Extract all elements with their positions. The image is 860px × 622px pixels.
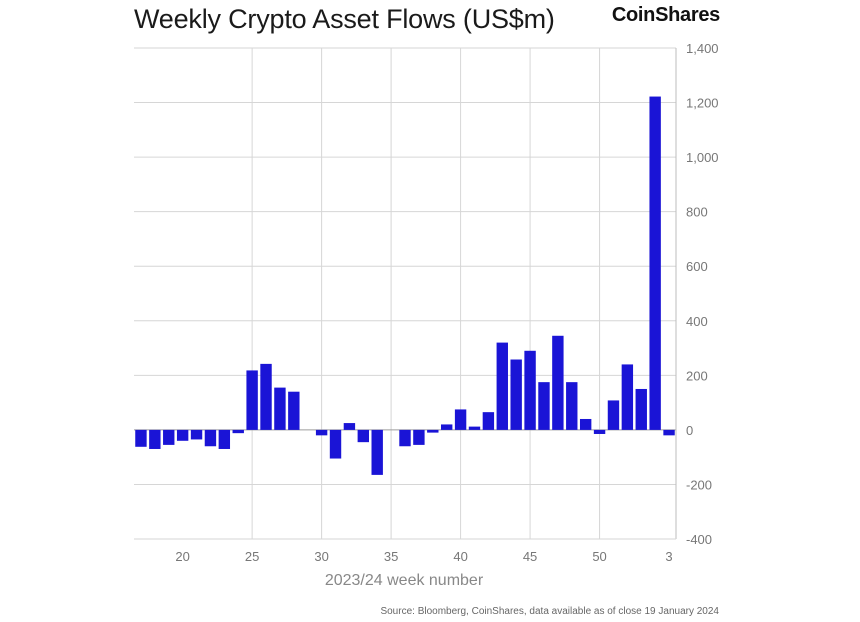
horizontal-gridlines <box>134 47 676 540</box>
bar-week-21 <box>190 429 203 440</box>
bar-week-47 <box>552 335 564 430</box>
x-tick-label: 45 <box>523 549 537 564</box>
x-tick-label: 50 <box>592 549 606 564</box>
bar-week-38 <box>427 429 439 433</box>
bar-week-32 <box>343 423 356 430</box>
bar-week-31 <box>329 429 342 459</box>
bar-week-39 <box>440 424 453 430</box>
x-tick-label: 3 <box>665 549 672 564</box>
bar-week-26 <box>260 363 272 430</box>
bar-week-19 <box>163 429 175 445</box>
bar-week-52 <box>621 364 634 430</box>
x-tick-label: 25 <box>245 549 259 564</box>
tick-labels: -400 -200 0 200 400 600 800 1,000 1,200 1,400 20 25… <box>175 41 718 564</box>
bar-week-23 <box>218 429 231 449</box>
y-tick-label: 1,400 <box>686 41 719 56</box>
y-tick-label: 1,200 <box>686 96 719 111</box>
x-tick-label: 20 <box>175 549 189 564</box>
bar-week-43 <box>496 342 508 430</box>
y-tick-label: 1,000 <box>686 150 719 165</box>
x-tick-label: 35 <box>384 549 398 564</box>
bar-week-50 <box>593 429 606 434</box>
bar-week-40 <box>454 409 467 430</box>
bar-week-22 <box>204 429 217 447</box>
bar-week-17 <box>135 429 147 447</box>
bar-week-27 <box>274 387 286 430</box>
y-tick-label: 600 <box>686 259 708 274</box>
bar-week-54 <box>649 96 661 430</box>
bar-week-28 <box>288 391 300 430</box>
x-axis-label: 2023/24 week number <box>325 572 484 589</box>
bar-week-24 <box>232 429 244 434</box>
bar-week-45 <box>524 350 536 430</box>
bar-week-36 <box>399 429 411 447</box>
y-tick-label: 0 <box>686 423 693 438</box>
y-tick-label: 400 <box>686 314 708 329</box>
bar-week-30 <box>315 429 328 436</box>
bar-week-33 <box>357 429 370 443</box>
source-note: Source: Bloomberg, CoinShares, data avai… <box>380 606 719 617</box>
bar-week-48 <box>566 382 578 430</box>
x-tick-label: 40 <box>453 549 467 564</box>
y-tick-label: 200 <box>686 368 708 383</box>
bar-week-53 <box>635 388 647 430</box>
vertical-gridlines <box>251 48 601 539</box>
bar-week-46 <box>538 382 550 430</box>
axes <box>134 48 677 540</box>
bar-week-34 <box>371 429 383 475</box>
y-tick-label: 800 <box>686 205 708 220</box>
y-tick-label: -400 <box>686 532 712 547</box>
bar-week-44 <box>510 359 522 430</box>
coinshares-logo: CoinShares <box>611 4 720 26</box>
bar-week-55 <box>663 429 675 436</box>
bars <box>135 96 675 475</box>
bar-week-37 <box>413 429 425 445</box>
bar-week-42 <box>482 412 495 430</box>
chart-title: Weekly Crypto Asset Flows (US$m) <box>134 4 555 34</box>
bar-week-41 <box>468 426 481 430</box>
bar-week-49 <box>579 418 592 430</box>
bar-week-25 <box>246 370 258 430</box>
y-tick-label: -200 <box>686 477 712 492</box>
bar-week-20 <box>176 429 189 441</box>
bar-week-18 <box>149 429 161 449</box>
x-tick-label: 30 <box>314 549 328 564</box>
bar-week-51 <box>607 400 620 430</box>
